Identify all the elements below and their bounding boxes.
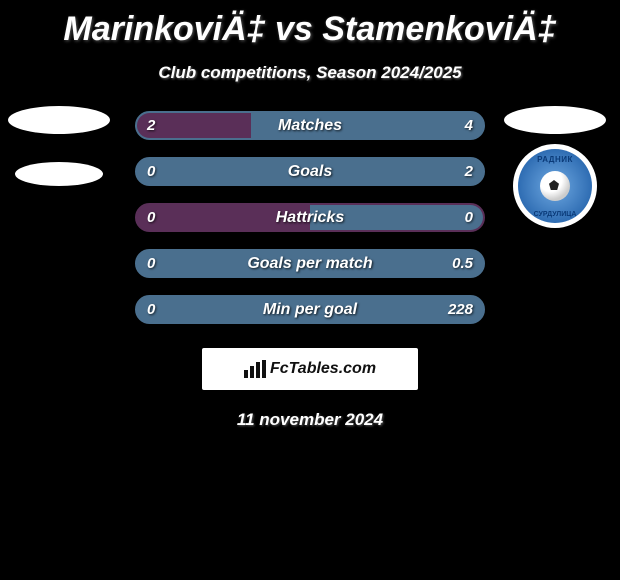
brand-text: FcTables.com bbox=[270, 360, 376, 378]
right-value: 228 bbox=[448, 301, 473, 318]
right-value: 4 bbox=[465, 117, 473, 134]
stat-bar-goals: 0Goals2 bbox=[135, 157, 485, 186]
club-name: РАДНИК bbox=[518, 155, 592, 164]
stat-bars: 2Matches40Goals20Hattricks00Goals per ma… bbox=[135, 111, 485, 324]
stat-bar-goals-per-match: 0Goals per match0.5 bbox=[135, 249, 485, 278]
right-badge-1 bbox=[504, 106, 606, 134]
stat-bar-min-per-goal: 0Min per goal228 bbox=[135, 295, 485, 324]
right-value: 2 bbox=[465, 163, 473, 180]
right-value: 0.5 bbox=[452, 255, 473, 272]
bar-label: Hattricks bbox=[137, 209, 483, 227]
stat-bar-matches: 2Matches4 bbox=[135, 111, 485, 140]
comparison-area: РАДНИК СУРДУЛИЦА 2Matches40Goals20Hattri… bbox=[0, 111, 620, 324]
brand-chart-icon bbox=[244, 360, 266, 378]
left-badge-2 bbox=[15, 162, 103, 186]
bar-label: Matches bbox=[137, 117, 483, 135]
left-player-badges bbox=[8, 106, 110, 186]
bar-label: Goals per match bbox=[137, 255, 483, 273]
right-player-badges: РАДНИК СУРДУЛИЦА bbox=[504, 106, 606, 228]
right-value: 0 bbox=[465, 209, 473, 226]
left-badge-1 bbox=[8, 106, 110, 134]
football-icon bbox=[540, 171, 570, 201]
right-club-badge: РАДНИК СУРДУЛИЦА bbox=[513, 144, 597, 228]
brand-box[interactable]: FcTables.com bbox=[202, 348, 418, 390]
bar-label: Goals bbox=[137, 163, 483, 181]
subtitle: Club competitions, Season 2024/2025 bbox=[0, 63, 620, 83]
club-sub: СУРДУЛИЦА bbox=[518, 211, 592, 218]
date-line: 11 november 2024 bbox=[0, 410, 620, 430]
bar-label: Min per goal bbox=[137, 301, 483, 319]
page-title: MarinkoviÄ‡ vs StamenkoviÄ‡ bbox=[0, 0, 620, 49]
stat-bar-hattricks: 0Hattricks0 bbox=[135, 203, 485, 232]
